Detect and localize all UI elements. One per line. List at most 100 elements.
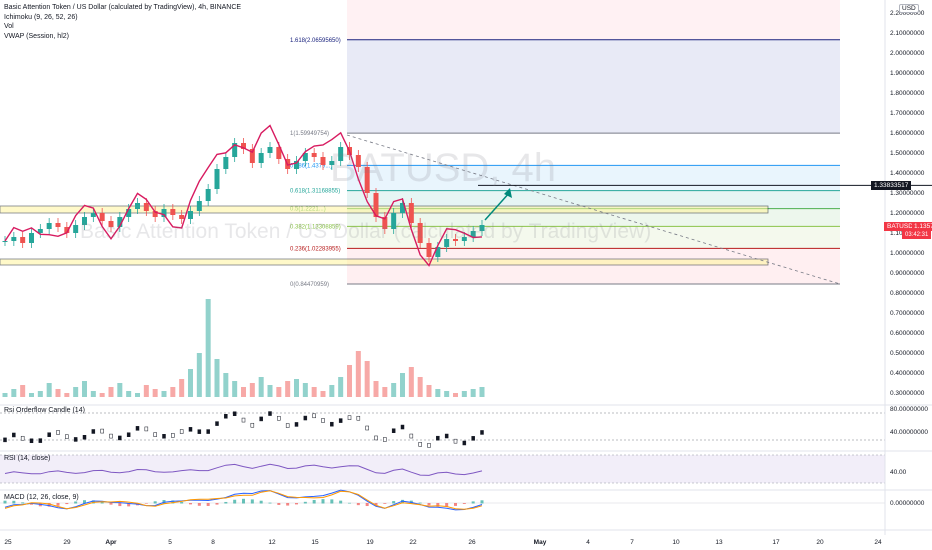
legend-ichimoku[interactable]: Ichimoku (9, 26, 52, 26): [4, 13, 78, 21]
candle-body: [143, 203, 149, 211]
volume-bar: [126, 391, 132, 397]
time-tick-label: 8: [211, 539, 215, 546]
candle-body: [391, 213, 397, 229]
candle-body: [329, 161, 335, 165]
macd-histogram-bar: [12, 500, 16, 504]
time-tick-label: 12: [268, 539, 276, 546]
candle-body: [320, 157, 326, 165]
macd-histogram-bar: [436, 503, 440, 507]
price-tick-label: 1.30000000: [890, 190, 925, 197]
volume-bar: [426, 385, 432, 397]
orderflow-candle: [224, 414, 228, 419]
orderflow-candle: [471, 436, 475, 441]
time-tick-label: 7: [630, 539, 634, 546]
orderflow-candle: [241, 417, 246, 423]
level-price-tag: 1.33833517: [871, 181, 912, 190]
macd-histogram-bar: [445, 503, 449, 507]
fib-label: 1(1.59949754): [290, 131, 329, 137]
support-box: [0, 258, 769, 266]
orderflow-candle: [400, 424, 405, 430]
orderflow-candle: [82, 435, 87, 440]
countdown-tag: 03:42:31: [902, 231, 932, 239]
candle-body: [294, 161, 299, 169]
orderflow-candle: [250, 422, 255, 428]
time-tick-label: 22: [409, 539, 417, 546]
candle-body: [258, 153, 264, 163]
orderflow-candle: [268, 411, 272, 416]
macd-histogram-bar: [268, 502, 272, 504]
rsi-label[interactable]: RSI (14, close): [4, 455, 51, 462]
legend-vol[interactable]: Vol: [4, 23, 14, 30]
fib-zone-extension: [347, 39, 840, 134]
fib-label: 0.786(1.4379...): [290, 163, 332, 169]
orderflow-candle: [38, 438, 43, 443]
macd-histogram-bar: [277, 503, 281, 505]
chart-legend: Basic Attention Token / US Dollar (calcu…: [4, 3, 241, 41]
volume-bar: [161, 391, 167, 397]
candle-body: [55, 223, 61, 227]
fib-zone-5: [347, 226, 840, 249]
time-tick-label: 15: [311, 539, 319, 546]
macd-histogram-bar: [3, 500, 7, 504]
orderflow-candle: [47, 432, 51, 437]
macd-histogram-bar: [383, 503, 387, 504]
orderflow-candle: [91, 429, 96, 434]
candle-body: [311, 153, 317, 157]
fib-label: 1.618(2.06595650): [290, 38, 341, 44]
candle-body: [37, 229, 43, 233]
orderflow-candle: [391, 428, 396, 433]
candle-body: [196, 201, 202, 211]
orderflow-candle: [100, 428, 104, 434]
volume-bar: [408, 367, 414, 397]
orderflow-tick-label: 40.00000000: [890, 429, 928, 436]
volume-bar: [64, 393, 70, 397]
time-tick-label: 29: [63, 539, 71, 546]
rsi-tick-label: 40.00: [890, 469, 907, 476]
macd-label[interactable]: MACD (12, 26, close, 9): [4, 494, 79, 501]
volume-bar: [82, 381, 87, 397]
volume-bar: [355, 351, 361, 397]
macd-histogram-bar: [109, 503, 113, 505]
orderflow-candle: [126, 432, 131, 437]
orderflow-candle: [65, 434, 69, 439]
orderflow-candle: [232, 411, 237, 416]
candle-body: [179, 215, 185, 219]
legend-title: Basic Attention Token / US Dollar (calcu…: [4, 4, 242, 11]
macd-histogram-bar: [286, 503, 290, 506]
volume-bar: [55, 389, 61, 397]
volume-bar: [258, 377, 264, 397]
macd-histogram-bar: [365, 503, 369, 507]
resistance-box: [0, 205, 769, 214]
symbol-price-tag: BATUSD: [884, 222, 916, 231]
candle-body: [400, 203, 405, 213]
volume-bar: [143, 385, 149, 397]
candle-body: [73, 225, 79, 233]
orderflow-candle: [356, 415, 361, 421]
volume-bar: [267, 385, 273, 397]
currency-badge[interactable]: USD: [899, 4, 919, 13]
volume-bar: [46, 383, 52, 397]
candle-body: [117, 217, 123, 227]
fib-label: 0(0.84470959): [290, 282, 329, 288]
candle-body: [99, 213, 105, 221]
fib-label: 0.618(1.31168855): [290, 189, 340, 195]
macd-histogram-bar: [471, 501, 475, 504]
price-tick-label: 0.90000000: [890, 270, 925, 277]
vwap-line: [4, 124, 483, 267]
candle-body: [82, 217, 87, 225]
price-tick-label: 1.90000000: [890, 70, 925, 77]
orderflow-candle: [418, 442, 422, 447]
volume-bar: [400, 373, 405, 397]
rsi-orderflow-label[interactable]: Rsi Orderflow Candle (14): [4, 407, 85, 414]
orderflow-candle: [3, 437, 7, 443]
legend-vwap[interactable]: VWAP (Session, hl2): [4, 32, 69, 40]
volume-bar: [311, 387, 317, 397]
macd-histogram-bar: [392, 501, 396, 504]
candle-body: [461, 237, 467, 241]
volume-bar: [391, 383, 397, 397]
orderflow-candle: [347, 415, 352, 420]
orderflow-candle: [453, 438, 458, 444]
price-tick-label: 1.60000000: [890, 130, 925, 137]
candle-body: [470, 231, 476, 237]
